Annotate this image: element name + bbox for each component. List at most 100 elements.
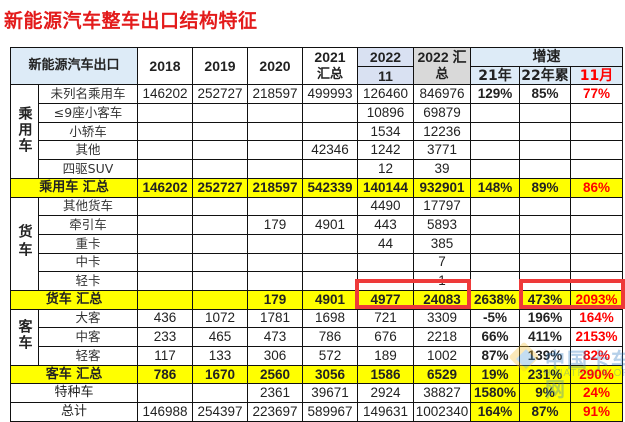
cell: 39 [413, 159, 471, 179]
header-growth-21: 21年 [470, 65, 520, 86]
cell [570, 215, 623, 235]
cell: 2638% [470, 289, 520, 310]
cell: 1698 [302, 308, 358, 329]
cell [247, 271, 303, 291]
header-growth-11: 11月 [570, 65, 623, 86]
cell [519, 215, 571, 235]
cell [570, 252, 623, 273]
cell [247, 233, 303, 254]
cell [192, 289, 248, 310]
cell: 1586 [357, 364, 414, 385]
subtotal-row-truck: 货车 汇总 179 4901 4977 24083 2638% 473% 209… [10, 289, 623, 310]
cell [470, 215, 520, 235]
header-2022-11-l2: 11 [357, 65, 414, 86]
cell [519, 233, 571, 254]
cell: 572 [302, 346, 358, 366]
cell: 91% [570, 402, 623, 422]
cell [137, 383, 193, 404]
cell: 2218 [413, 327, 471, 347]
cell: 44 [357, 233, 414, 254]
cell [302, 252, 358, 273]
cell [137, 289, 193, 310]
cell: 2153% [570, 327, 623, 347]
cell [137, 233, 193, 254]
cell: 1242 [357, 140, 414, 161]
table-row: 中卡 7 [11, 252, 623, 273]
cell: 85% [519, 84, 571, 105]
cell: 66% [470, 327, 520, 347]
cell: 223697 [247, 402, 303, 422]
cell [247, 196, 303, 217]
cell [470, 159, 520, 179]
header-row-1: 新能源汽车出口 2018 2019 2020 2021 2022 2022 汇 … [10, 46, 623, 86]
row-label: 大客 [38, 308, 138, 329]
cell: 218597 [247, 84, 303, 105]
cell [137, 215, 193, 235]
cell: 1002340 [413, 402, 471, 422]
header-row-2: 汇总 11 总 21年 22年累 11月 [11, 65, 623, 86]
cell: 1534 [357, 121, 414, 142]
cell [470, 252, 520, 273]
header-2022-11-l1: 2022 [357, 47, 414, 67]
cell: 69879 [413, 103, 471, 123]
cell: 932901 [413, 177, 471, 198]
subtotal-row-passenger: 乘用车 汇总 146202 252727 218597 542339 14014… [10, 177, 623, 198]
cell [519, 196, 571, 217]
cell: 3771 [413, 140, 471, 161]
cell: 4977 [357, 289, 414, 310]
cell: 1072 [192, 308, 248, 329]
cell [247, 159, 303, 179]
cell: 89% [519, 177, 571, 198]
cell: 9% [519, 383, 571, 404]
cell: 2361 [247, 383, 303, 404]
cell [302, 233, 358, 254]
header-2022-sum-l1: 2022 汇 [413, 47, 471, 67]
cell [192, 196, 248, 217]
table-row: 轻卡 1 [11, 271, 623, 291]
cell [519, 103, 571, 123]
table-row: 轻客 117 133 306 572 189 1002 87% 139% 82% [11, 346, 623, 366]
cell: 4901 [302, 215, 358, 235]
row-label: 客车 汇总 [10, 364, 138, 385]
cell: 82% [570, 346, 623, 366]
cell: 149631 [357, 402, 414, 422]
cell: 846976 [413, 84, 471, 105]
cell: 4901 [302, 289, 358, 310]
cell [519, 121, 571, 142]
row-label: 小轿车 [38, 121, 138, 142]
cell [137, 159, 193, 179]
header-growth-22: 22年累 [519, 65, 571, 86]
row-label: 乘用车 汇总 [10, 177, 138, 198]
row-label: 轻卡 [38, 271, 138, 291]
cell: 10896 [357, 103, 414, 123]
cell: 2924 [357, 383, 414, 404]
cell: 786 [137, 364, 193, 385]
table-row: 乘用车 未列名乘用车 146202 252727 218597 499993 1… [10, 84, 623, 179]
cell [570, 271, 623, 291]
cell: 252727 [192, 177, 248, 198]
cell [247, 252, 303, 273]
cell: 3056 [302, 364, 358, 385]
header-2021-l2: 汇总 [302, 66, 358, 86]
cell: 24% [570, 383, 623, 404]
cell [519, 140, 571, 161]
cell: 39671 [302, 383, 358, 404]
cell: 129% [470, 84, 520, 105]
cell: 2093% [570, 289, 623, 310]
cell [570, 159, 623, 179]
cell [302, 103, 358, 123]
row-label: 牵引车 [38, 215, 138, 235]
cell [192, 383, 248, 404]
cell: 252727 [192, 84, 248, 105]
cell: 1781 [247, 308, 303, 329]
cell [570, 140, 623, 161]
cell [570, 196, 623, 217]
cell: -5% [470, 308, 520, 329]
cell: 499993 [302, 84, 358, 105]
cell: 146988 [137, 402, 193, 422]
cell: 146202 [137, 84, 193, 105]
cell [192, 271, 248, 291]
cell: 385 [413, 233, 471, 254]
row-label: 四驱SUV [38, 159, 138, 179]
cell: 86% [570, 177, 623, 198]
